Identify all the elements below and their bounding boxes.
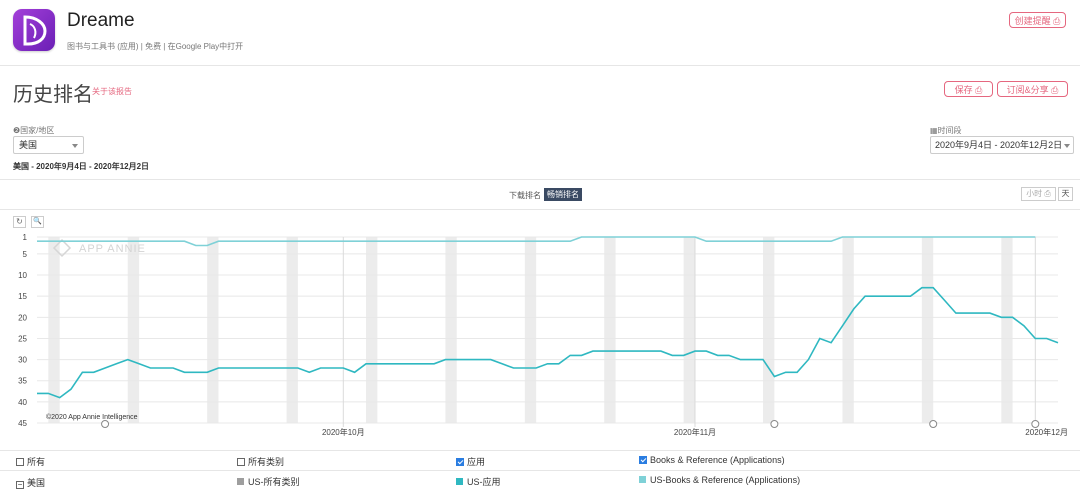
checkbox-icon[interactable]	[237, 458, 245, 466]
weekend-band	[207, 237, 219, 423]
series-lines	[37, 236, 1059, 399]
country-select-value: 美国	[19, 140, 38, 150]
legend-us-books-item[interactable]: US-Books & Reference (Applications)	[639, 475, 800, 485]
watermark-text: APP ANNIE	[79, 243, 146, 255]
weekend-band	[48, 237, 60, 423]
legend-us-app-item[interactable]: US-应用	[456, 475, 501, 488]
dreame-logo-icon	[23, 15, 47, 46]
legend-books-toggle[interactable]: Books & Reference (Applications)	[639, 455, 785, 465]
event-marker-icon[interactable]	[101, 420, 110, 428]
checkbox-icon[interactable]	[16, 458, 24, 466]
watermark-diamond-icon	[52, 238, 72, 258]
tab-downloads-rank[interactable]: 下载排名	[509, 191, 541, 200]
collapse-minus-icon[interactable]: −	[16, 480, 24, 489]
checkbox-checked-icon[interactable]	[639, 456, 647, 464]
gridlines	[37, 236, 1058, 424]
filter-summary: 美国 - 2020年9月4日 - 2020年12月2日	[13, 162, 150, 171]
legend-us-books-label: US-Books & Reference (Applications)	[650, 475, 801, 485]
filter-divider	[0, 179, 1080, 180]
create-alert-button[interactable]: 创建提醒 ⎙	[1009, 12, 1066, 28]
legend-mid-divider	[0, 470, 1080, 471]
series-line	[37, 236, 1036, 247]
x-tick-label: 2020年12月	[1025, 427, 1068, 437]
zoom-icon[interactable]: 🔍	[31, 216, 44, 228]
event-marker-icon[interactable]	[929, 420, 938, 428]
legend-country-label: 美国	[27, 478, 46, 488]
y-tick-label: 25	[18, 334, 27, 343]
legend-all-toggle[interactable]: 所有	[16, 455, 45, 468]
legend-app-label: 应用	[467, 457, 486, 467]
tabs-divider	[0, 209, 1080, 210]
weekend-band	[683, 237, 695, 423]
us-app-swatch	[456, 478, 463, 485]
y-tick-label: 20	[18, 313, 27, 322]
chevron-down-icon	[1064, 144, 1070, 148]
y-tick-label: 1	[23, 233, 28, 242]
weekend-band	[286, 237, 298, 423]
period-select-value: 2020年9月4日 - 2020年12月2日	[935, 140, 1063, 150]
y-tick-label: 35	[18, 377, 27, 386]
y-tick-label: 45	[18, 419, 27, 428]
x-axis-ticks: 2020年10月 2020年11月 2020年12月	[322, 237, 1068, 437]
weekend-band	[842, 237, 854, 423]
legend-us-app-label: US-应用	[467, 477, 501, 487]
save-button[interactable]: 保存 ⎙	[944, 81, 993, 97]
period-label: ▦时间段	[930, 126, 962, 135]
checkbox-checked-icon[interactable]	[456, 458, 464, 466]
legend-all-label: 所有	[27, 457, 46, 467]
legend-app-toggle[interactable]: 应用	[456, 455, 485, 468]
granularity-day-button[interactable]: 天	[1058, 187, 1073, 201]
us-all-swatch	[237, 478, 244, 485]
legend-country-row[interactable]: − 美国	[16, 476, 45, 489]
legend-top-divider	[0, 450, 1080, 451]
app-icon	[13, 9, 55, 51]
country-select[interactable]: 美国	[13, 136, 84, 154]
copyright-text: ©2020 App Annie Intelligence	[46, 413, 138, 421]
weekend-band	[604, 237, 616, 423]
event-marker-icon[interactable]	[1031, 420, 1040, 428]
weekend-band	[524, 237, 537, 423]
granularity-hour-button[interactable]: 小时 ⎙	[1021, 187, 1056, 201]
header-divider	[0, 65, 1080, 66]
us-books-swatch	[639, 476, 646, 483]
y-tick-label: 30	[18, 356, 27, 365]
x-tick-label: 2020年11月	[674, 427, 716, 437]
chevron-down-icon	[72, 144, 78, 148]
period-select[interactable]: 2020年9月4日 - 2020年12月2日	[930, 136, 1074, 154]
y-tick-label: 10	[18, 271, 27, 280]
weekend-band	[445, 237, 457, 423]
legend-us-all-label: US-所有类别	[248, 477, 300, 487]
weekend-band	[1001, 237, 1013, 423]
tab-grossing-rank[interactable]: 畅销排名	[544, 188, 582, 201]
app-meta[interactable]: 图书与工具书 (应用) | 免费 | 在Google Play中打开	[67, 42, 244, 51]
weekend-band	[921, 237, 934, 423]
weekend-band	[127, 237, 140, 423]
reset-zoom-icon[interactable]: ↻	[13, 216, 26, 228]
legend-all-categories-toggle[interactable]: 所有类别	[237, 455, 284, 468]
country-label: ❷国家/地区	[13, 126, 55, 135]
app-name: Dreame	[67, 10, 135, 31]
weekend-band	[763, 237, 775, 423]
x-tick-label: 2020年10月	[322, 427, 365, 437]
event-markers[interactable]	[101, 420, 1040, 428]
series-line	[37, 286, 1059, 399]
subscribe-share-button[interactable]: 订阅&分享 ⎙	[997, 81, 1068, 97]
event-marker-icon[interactable]	[770, 420, 779, 428]
legend-all-categories-label: 所有类别	[248, 457, 285, 467]
page-title: 历史排名	[13, 84, 93, 106]
y-tick-label: 40	[18, 398, 27, 407]
weekend-band	[365, 237, 378, 423]
legend-books-label: Books & Reference (Applications)	[650, 455, 785, 465]
app-annie-watermark: APP ANNIE	[52, 238, 146, 258]
y-tick-label: 15	[18, 292, 27, 301]
weekend-bands	[48, 237, 1013, 423]
y-tick-label: 5	[23, 250, 28, 259]
legend-us-all-item[interactable]: US-所有类别	[237, 475, 300, 488]
about-report-link[interactable]: 关于该报告	[92, 87, 132, 96]
